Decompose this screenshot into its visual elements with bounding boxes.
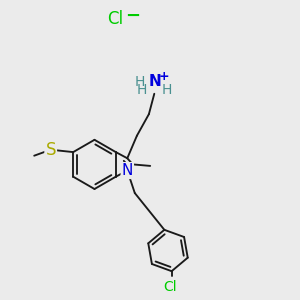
Text: S: S — [45, 141, 56, 159]
Text: H: H — [162, 83, 172, 97]
Text: −: − — [125, 7, 140, 25]
Text: Cl: Cl — [107, 11, 124, 28]
Text: N: N — [148, 74, 161, 89]
Text: H: H — [135, 75, 145, 89]
Text: Cl: Cl — [163, 280, 177, 294]
Text: N: N — [122, 163, 133, 178]
Text: H: H — [137, 83, 148, 97]
Text: +: + — [159, 70, 169, 83]
